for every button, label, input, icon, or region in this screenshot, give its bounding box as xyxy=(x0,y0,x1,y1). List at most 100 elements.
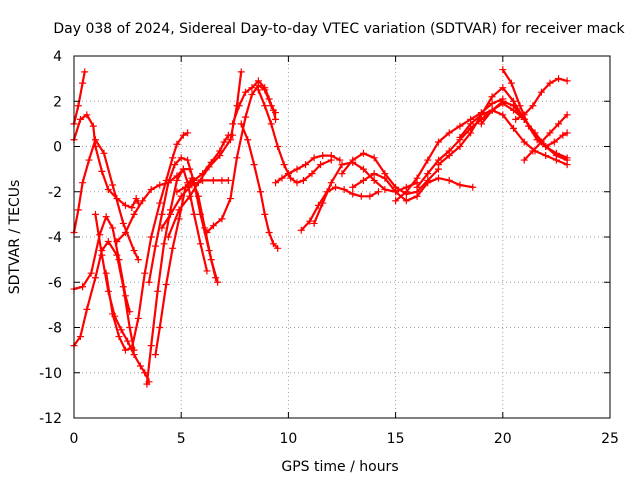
data-point-marker xyxy=(297,226,305,234)
data-point-marker xyxy=(272,179,280,187)
data-point-marker xyxy=(79,179,87,187)
data-point-marker xyxy=(424,179,432,187)
data-point-marker xyxy=(445,152,453,160)
data-point-marker xyxy=(563,129,571,137)
data-point-marker xyxy=(374,188,382,196)
data-point-marker xyxy=(559,131,567,139)
data-point-marker xyxy=(477,111,485,119)
data-point-marker xyxy=(184,156,192,164)
series-line xyxy=(72,215,131,313)
data-point-marker xyxy=(166,210,174,218)
data-point-marker xyxy=(229,131,237,139)
data-point-marker xyxy=(87,269,95,277)
y-tick-label: -12 xyxy=(39,411,62,427)
data-point-marker xyxy=(89,122,97,130)
data-point-marker xyxy=(520,138,528,146)
series-line xyxy=(105,131,189,352)
data-point-marker xyxy=(507,79,515,87)
data-point-marker xyxy=(216,147,224,155)
series-line xyxy=(458,109,569,166)
series-arc-19 xyxy=(272,152,344,187)
data-point-marker xyxy=(74,102,82,110)
data-point-marker xyxy=(132,195,140,203)
data-point-marker xyxy=(218,215,226,223)
data-point-marker xyxy=(445,129,453,137)
data-point-marker xyxy=(81,68,89,76)
data-point-marker xyxy=(117,326,125,334)
data-point-marker xyxy=(520,156,528,164)
data-point-marker xyxy=(349,190,357,198)
data-point-marker xyxy=(209,176,217,184)
data-point-marker xyxy=(359,176,367,184)
data-point-marker xyxy=(269,240,277,248)
data-point-marker xyxy=(248,90,256,98)
data-point-marker xyxy=(512,115,520,123)
series-arc-16 xyxy=(229,77,280,128)
y-axis-label: SDTVAR / TECUs xyxy=(7,180,23,295)
data-point-marker xyxy=(516,102,524,110)
data-point-marker xyxy=(158,210,166,218)
data-point-marker xyxy=(173,176,181,184)
data-point-marker xyxy=(563,161,571,169)
y-tick-label: -6 xyxy=(48,275,62,291)
data-point-marker xyxy=(203,228,211,236)
data-point-marker xyxy=(555,120,563,128)
data-point-marker xyxy=(469,183,477,191)
data-point-marker xyxy=(83,305,91,313)
data-point-marker xyxy=(79,79,87,87)
data-point-marker xyxy=(156,181,164,189)
data-point-marker xyxy=(115,333,123,341)
series-arc-1 xyxy=(70,68,89,128)
series-line xyxy=(72,70,86,125)
data-point-marker xyxy=(98,251,106,259)
y-tick-label: 2 xyxy=(53,94,62,110)
data-point-marker xyxy=(242,88,250,96)
data-point-marker xyxy=(104,185,112,193)
data-point-marker xyxy=(510,102,518,110)
data-point-marker xyxy=(212,274,220,282)
data-point-marker xyxy=(269,106,277,114)
data-point-marker xyxy=(293,179,301,187)
data-point-marker xyxy=(147,342,155,350)
data-point-marker xyxy=(207,158,215,166)
data-point-marker xyxy=(338,161,346,169)
data-point-marker xyxy=(542,143,550,150)
data-point-marker xyxy=(319,152,327,160)
x-tick-label: 0 xyxy=(70,431,79,447)
data-point-marker xyxy=(537,88,545,96)
data-point-marker xyxy=(194,179,202,187)
data-point-marker xyxy=(357,192,365,200)
data-point-marker xyxy=(119,283,127,291)
data-point-marker xyxy=(136,362,144,370)
data-point-marker xyxy=(76,115,84,123)
data-point-marker xyxy=(218,176,226,184)
data-point-marker xyxy=(306,217,314,225)
data-point-marker xyxy=(128,204,136,212)
data-point-marker xyxy=(130,351,138,359)
data-point-marker xyxy=(164,233,172,241)
data-point-marker xyxy=(190,176,198,184)
data-point-marker xyxy=(381,185,389,193)
data-point-marker xyxy=(145,278,153,286)
series-arc-4 xyxy=(70,213,134,316)
data-point-marker xyxy=(488,106,496,114)
data-point-marker xyxy=(529,147,537,155)
data-point-marker xyxy=(293,165,301,173)
data-point-marker xyxy=(109,181,117,189)
data-point-marker xyxy=(242,113,250,121)
data-point-marker xyxy=(456,122,464,130)
data-point-marker xyxy=(227,195,235,203)
x-axis-label: GPS time / hours xyxy=(281,459,398,475)
data-point-marker xyxy=(359,149,367,157)
data-point-marker xyxy=(139,197,147,205)
data-point-marker xyxy=(327,152,335,160)
data-point-marker xyxy=(424,170,432,178)
data-point-marker xyxy=(91,210,99,218)
data-point-marker xyxy=(141,269,149,277)
data-point-marker xyxy=(177,154,185,162)
data-point-marker xyxy=(113,251,121,259)
y-tick-label: -8 xyxy=(48,321,62,337)
data-point-marker xyxy=(203,267,211,275)
